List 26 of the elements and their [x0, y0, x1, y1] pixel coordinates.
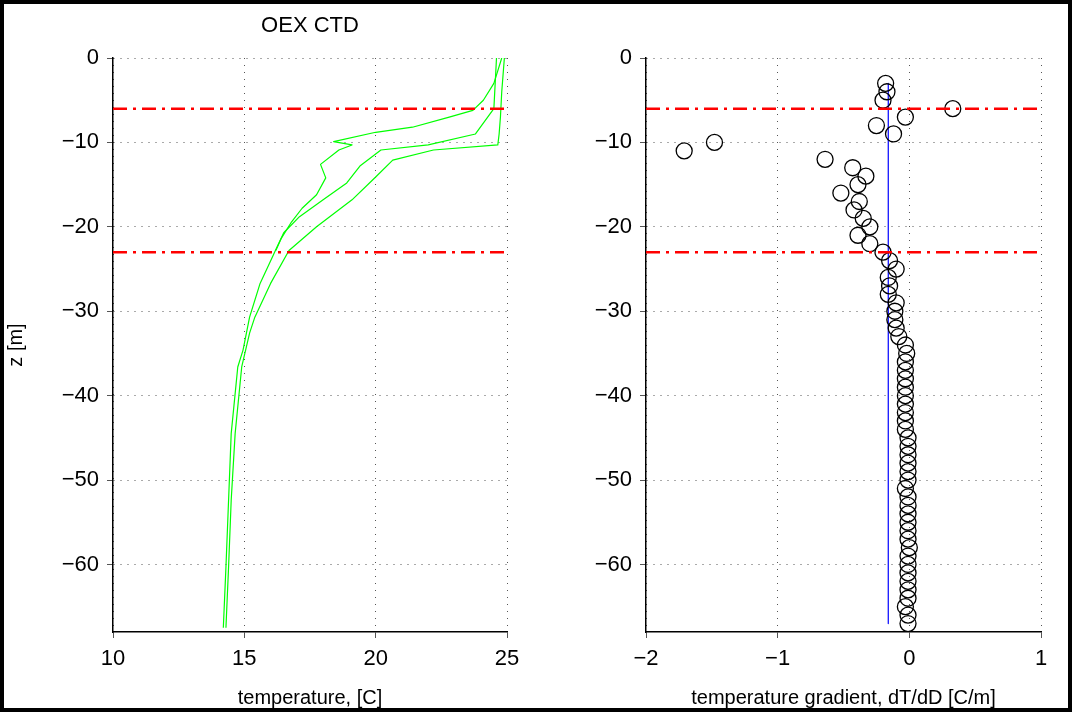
y-tick-label: −60 — [61, 550, 99, 576]
y-tick-label: −20 — [594, 212, 632, 238]
y-tick-label: −10 — [61, 128, 99, 154]
x-tick-label: 10 — [100, 645, 126, 671]
x-axis-title: temperature gradient, dT/dD [C/m] — [691, 685, 996, 708]
y-tick-label: −50 — [594, 466, 632, 492]
x-tick-label: −2 — [633, 645, 659, 671]
y-tick-label: 0 — [619, 44, 632, 70]
y-tick-label: −30 — [594, 297, 632, 323]
x-tick-label: 25 — [494, 645, 520, 671]
y-tick-label: −30 — [61, 297, 99, 323]
y-tick-label: −40 — [594, 381, 632, 407]
x-axis-title: temperature, [C] — [237, 685, 383, 708]
y-tick-label: −20 — [61, 212, 99, 238]
x-tick-label: 0 — [903, 645, 916, 671]
y-axis-title: z [m] — [3, 323, 26, 367]
x-tick-label: 15 — [232, 645, 257, 671]
y-tick-label: −50 — [61, 466, 99, 492]
y-tick-label: −60 — [594, 550, 632, 576]
chart-title: OEX CTD — [261, 12, 359, 38]
y-tick-label: 0 — [86, 44, 99, 70]
y-tick-label: −40 — [61, 381, 99, 407]
y-tick-label: −10 — [594, 128, 632, 154]
x-tick-label: 20 — [363, 645, 388, 671]
x-tick-label: −1 — [765, 645, 791, 671]
x-tick-label: 1 — [1034, 645, 1048, 671]
